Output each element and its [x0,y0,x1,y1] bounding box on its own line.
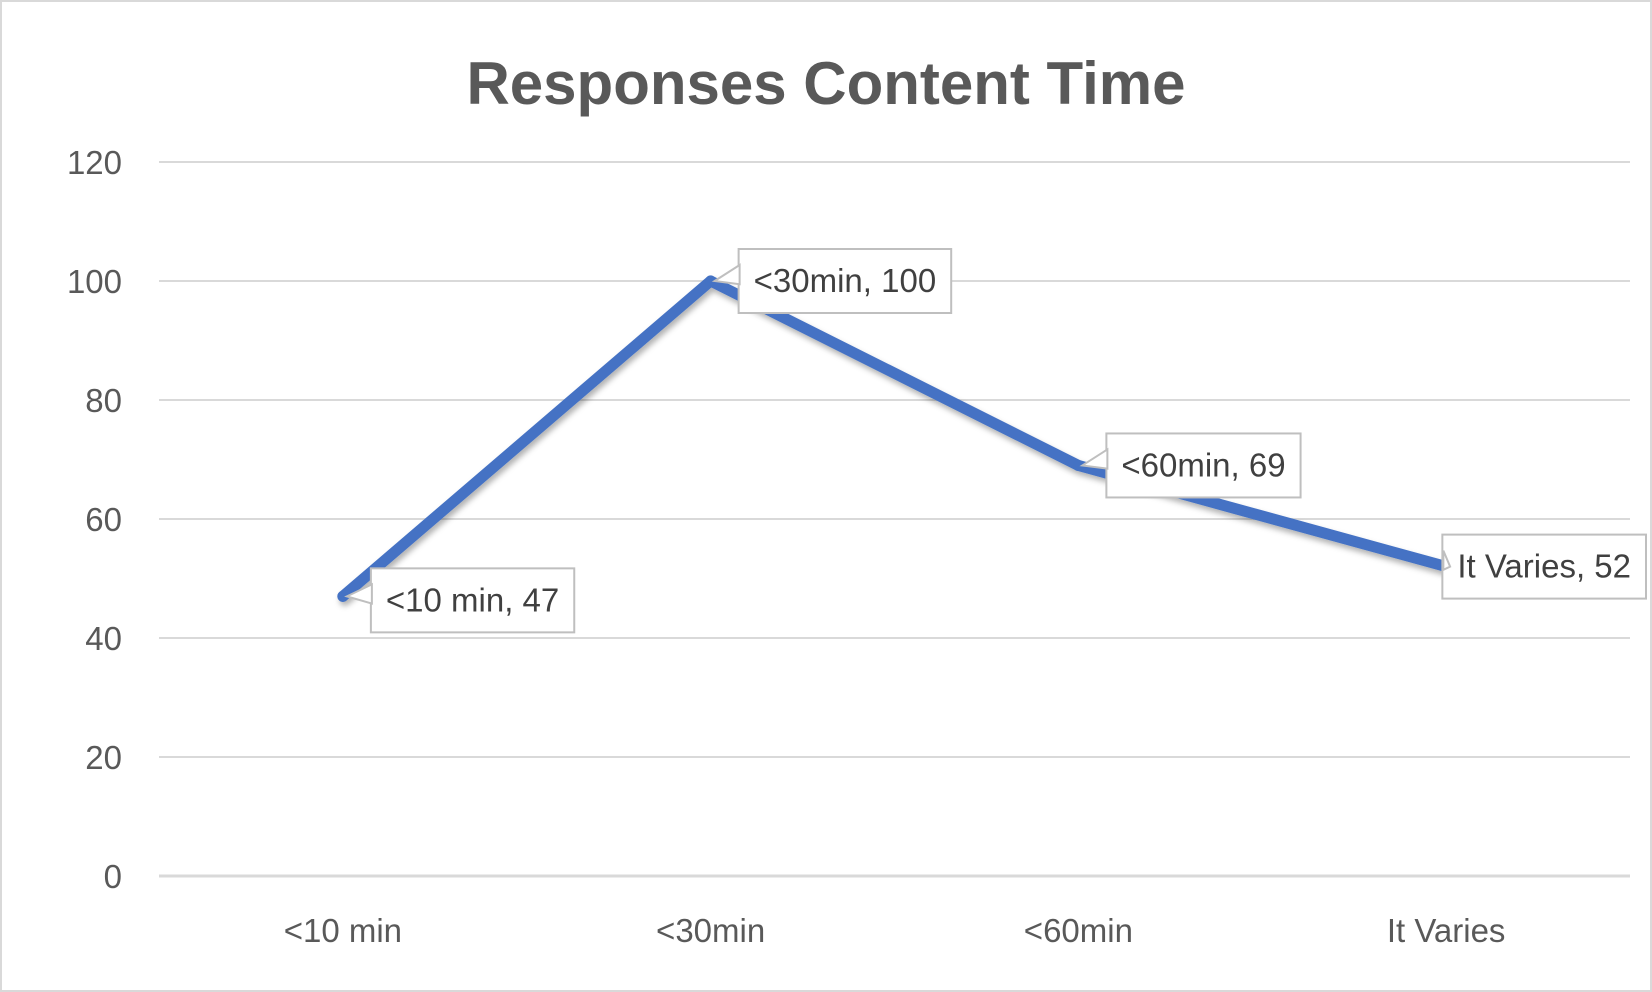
callout-box [737,248,953,314]
data-label: <60min, 69 [1121,446,1285,483]
x-tick-label: <60min [1024,912,1133,949]
data-point [337,590,349,602]
callout-pointer [1442,550,1452,572]
data-label: <10 min, 47 [386,581,559,618]
x-tick-label: It Varies [1387,912,1506,949]
data-label-callout: <30min, 100 [711,248,953,314]
callout-box [1441,533,1647,600]
y-axis-ticks: 0 20 40 60 80 100 120 [67,144,122,895]
callout-pointer [1079,447,1109,470]
x-tick-label: <10 min [284,912,402,949]
data-label-callout: <10 min, 47 [344,567,576,634]
y-tick-label: 120 [67,144,122,181]
y-tick-label: 0 [104,858,122,895]
y-tick-label: 80 [85,382,122,419]
series-line [337,275,1452,602]
data-label-callout: It Varies, 52 [1441,533,1647,600]
data-label: It Varies, 52 [1457,548,1631,585]
callout-pointer [344,582,373,605]
x-axis-ticks: <10 min <30min <60min It Varies [284,912,1506,949]
data-point [1072,459,1084,471]
callout-pointer [711,263,741,286]
callout-box [1105,432,1302,499]
data-label: <30min, 100 [754,262,937,299]
y-tick-label: 100 [67,263,122,300]
x-tick-label: <30min [656,912,765,949]
y-tick-label: 40 [85,620,122,657]
data-labels: <10 min, 47 <30min, 100 <60min, 69 It Varie… [344,248,1647,634]
data-label-callout: <60min, 69 [1079,432,1302,499]
callout-box [369,567,576,634]
chart-title: Responses Content Time [466,50,1185,117]
y-tick-label: 20 [85,739,122,776]
data-point [705,275,717,287]
y-tick-label: 60 [85,501,122,538]
